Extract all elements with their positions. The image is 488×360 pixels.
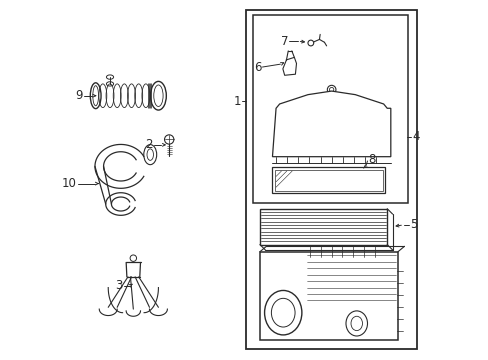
Text: 7: 7: [280, 35, 287, 48]
Text: 5: 5: [409, 218, 417, 231]
Bar: [253, 15, 407, 203]
Text: 9: 9: [75, 89, 82, 102]
Text: 10: 10: [62, 177, 77, 190]
Polygon shape: [272, 91, 390, 157]
Bar: [275, 170, 382, 191]
Text: 6: 6: [254, 60, 261, 73]
Text: 8: 8: [367, 153, 375, 166]
Text: 3: 3: [115, 279, 122, 292]
Text: 2: 2: [145, 138, 153, 151]
Text: 4: 4: [411, 130, 419, 144]
Text: 1: 1: [233, 95, 241, 108]
Bar: [260, 252, 397, 339]
Bar: [260, 209, 386, 244]
Bar: [246, 10, 416, 348]
Bar: [272, 167, 385, 193]
